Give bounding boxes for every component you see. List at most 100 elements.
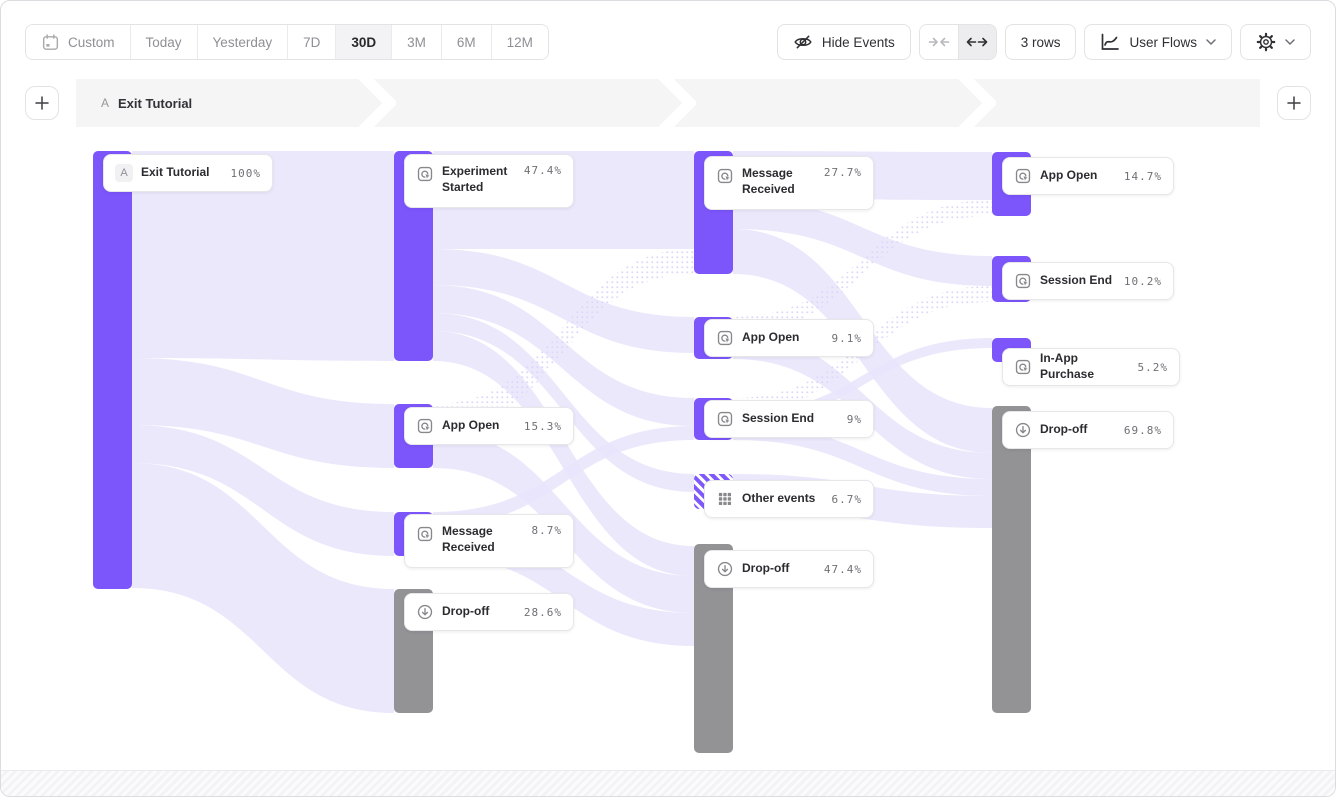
- node-label: Message Received: [442, 524, 495, 554]
- flow-node-session-end-4[interactable]: Session End 10.2%: [1002, 262, 1174, 300]
- event-icon: [716, 410, 734, 428]
- date-range-label: 6M: [456, 34, 476, 50]
- flow-node-message-received-3[interactable]: Message Received 27.7%: [704, 156, 874, 210]
- flow-node-drop-off-2[interactable]: Drop-off 28.6%: [404, 593, 574, 631]
- node-label: Other events: [742, 491, 816, 506]
- node-percentage: 14.7%: [1123, 169, 1162, 183]
- step-chevron-icon: [358, 79, 396, 127]
- hide-events-label: Hide Events: [821, 34, 895, 50]
- add-step-right-button[interactable]: [1277, 86, 1311, 120]
- step-chevron-icon: [658, 79, 696, 127]
- hide-events-button[interactable]: Hide Events: [776, 24, 911, 60]
- plus-icon: [35, 96, 49, 110]
- ribbon-app-open-3-app-open-4: [733, 200, 992, 333]
- node-label: App Open: [442, 418, 500, 433]
- node-label: Message Received: [742, 166, 795, 196]
- footer-strip: [1, 770, 1335, 796]
- flow-node-drop-off-3[interactable]: Drop-off 47.4%: [704, 550, 874, 588]
- line-chart-icon: [1100, 33, 1120, 51]
- event-icon: [416, 417, 434, 435]
- date-range-label: Yesterday: [212, 34, 273, 50]
- collapse-columns-button[interactable]: [919, 25, 958, 59]
- flow-node-session-end-3[interactable]: Session End 9%: [704, 400, 874, 438]
- flow-node-app-open-3[interactable]: App Open 9.1%: [704, 319, 874, 357]
- ribbon-exit-tutorial-experiment-started: [132, 151, 394, 361]
- ribbon-message-received-2-session-end-3: [433, 426, 694, 526]
- drop-off-icon: [1014, 421, 1032, 439]
- event-icon: [1014, 167, 1032, 185]
- node-percentage: 15.3%: [523, 419, 562, 433]
- node-label: Experiment Started: [442, 164, 508, 194]
- flow-node-in-app-purchase-4[interactable]: In-App Purchase 5.2%: [1002, 348, 1180, 386]
- flow-node-other-events-3[interactable]: Other events 6.7%: [704, 480, 874, 518]
- chevron-down-icon: [1206, 39, 1216, 45]
- node-percentage: 27.7%: [823, 166, 862, 179]
- date-range-7d[interactable]: 7D: [287, 25, 336, 59]
- flow-node-message-received-2[interactable]: Message Received 8.7%: [404, 514, 574, 568]
- flow-bar-drop-off-4[interactable]: [992, 406, 1031, 713]
- step-chevron-icon: [958, 79, 996, 127]
- ribbon-experiment-started-session-end-3: [433, 285, 694, 426]
- node-label: Drop-off: [1040, 422, 1088, 437]
- event-icon: [716, 167, 734, 185]
- gear-icon: [1256, 32, 1276, 52]
- ribbon-session-end-3-in-app-purchase-4: [733, 338, 992, 423]
- rows-label: 3 rows: [1020, 34, 1061, 50]
- node-percentage: 6.7%: [831, 492, 862, 506]
- step-letter-badge: A: [115, 164, 133, 182]
- rows-button[interactable]: 3 rows: [1004, 24, 1077, 60]
- ribbon-message-received-3-session-end-4: [733, 199, 992, 286]
- ribbon-experiment-started-app-open-3: [433, 249, 694, 353]
- date-range-label: 7D: [303, 34, 321, 50]
- event-icon: [716, 329, 734, 347]
- settings-dropdown[interactable]: [1240, 24, 1311, 60]
- flow-node-app-open-4[interactable]: App Open 14.7%: [1002, 157, 1174, 195]
- node-percentage: 8.7%: [531, 524, 562, 537]
- flow-node-app-open-2[interactable]: App Open 15.3%: [404, 407, 574, 445]
- step-name: Exit Tutorial: [118, 95, 193, 111]
- plus-icon: [1287, 96, 1301, 110]
- view-type-label: User Flows: [1129, 34, 1197, 50]
- date-range-yesterday[interactable]: Yesterday: [196, 25, 288, 59]
- flow-node-exit-tutorial[interactable]: A Exit Tutorial 100%: [103, 154, 273, 192]
- column-width-toggle: [918, 24, 997, 60]
- flow-node-drop-off-4[interactable]: Drop-off 69.8%: [1002, 411, 1174, 449]
- date-range-custom[interactable]: Custom: [26, 25, 130, 59]
- node-label: App Open: [1040, 168, 1098, 183]
- date-range-today[interactable]: Today: [129, 25, 197, 59]
- date-range-30d[interactable]: 30D: [335, 25, 392, 59]
- node-label: Session End: [742, 411, 815, 426]
- node-percentage: 5.2%: [1137, 360, 1168, 374]
- flow-step-label[interactable]: A Exit Tutorial: [101, 79, 192, 127]
- other-events-icon: [716, 490, 734, 508]
- node-label: Session End: [1040, 273, 1113, 288]
- node-percentage: 9.1%: [831, 331, 862, 345]
- expand-arrows-icon: [966, 35, 988, 49]
- date-range-6m[interactable]: 6M: [440, 25, 491, 59]
- view-type-dropdown[interactable]: User Flows: [1084, 24, 1232, 60]
- event-icon: [1014, 358, 1032, 376]
- add-step-left-button[interactable]: [25, 86, 59, 120]
- node-label: In-App Purchase: [1040, 351, 1095, 381]
- node-label: Drop-off: [442, 604, 490, 619]
- node-label: Drop-off: [742, 561, 790, 576]
- date-range-group: Custom Today Yesterday 7D 30D 3M 6M 12M: [25, 24, 549, 60]
- node-percentage: 28.6%: [523, 605, 562, 619]
- ribbon-session-end-3-drop-off-4: [733, 423, 992, 496]
- node-percentage: 47.4%: [523, 164, 562, 177]
- ribbon-app-open-2-message-received-3: [433, 249, 694, 431]
- date-range-12m[interactable]: 12M: [490, 25, 548, 59]
- event-icon: [1014, 272, 1032, 290]
- event-icon: [416, 525, 434, 543]
- date-range-label: 30D: [351, 34, 377, 50]
- date-range-label: Custom: [68, 34, 115, 50]
- ribbon-experiment-started-drop-off-3: [433, 331, 694, 576]
- expand-columns-button[interactable]: [957, 25, 996, 59]
- flow-bar-exit-tutorial[interactable]: [93, 151, 132, 589]
- flow-node-experiment-started[interactable]: Experiment Started 47.4%: [404, 154, 574, 208]
- node-label: App Open: [742, 330, 800, 345]
- flow-path-header: A Exit Tutorial: [76, 79, 1260, 127]
- date-range-3m[interactable]: 3M: [391, 25, 441, 59]
